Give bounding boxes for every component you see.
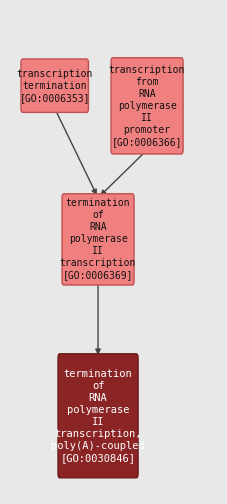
FancyBboxPatch shape (21, 59, 88, 112)
Text: termination
of
RNA
polymerase
II
transcription
[GO:0006369]: termination of RNA polymerase II transcr… (60, 199, 136, 280)
FancyBboxPatch shape (58, 354, 137, 478)
Text: transcription
from
RNA
polymerase
II
promoter
[GO:0006366]: transcription from RNA polymerase II pro… (109, 65, 184, 147)
Text: transcription
termination
[GO:0006353]: transcription termination [GO:0006353] (17, 69, 92, 103)
Text: termination
of
RNA
polymerase
II
transcription,
poly(A)-coupled
[GO:0030846]: termination of RNA polymerase II transcr… (51, 369, 144, 463)
FancyBboxPatch shape (62, 194, 133, 285)
FancyBboxPatch shape (111, 58, 182, 154)
